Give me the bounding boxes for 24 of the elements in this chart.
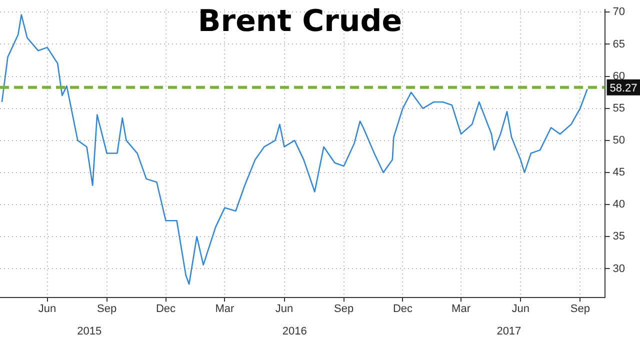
x-tick-label: Jun	[38, 303, 56, 316]
y-tick-label: 40	[612, 198, 626, 211]
y-tick-label: 70	[612, 6, 626, 18]
x-tick-label: Sep	[334, 303, 354, 316]
chart-title: Brent Crude	[196, 4, 404, 39]
x-tick-label: Dec	[392, 303, 414, 316]
x-tick-label: Sep	[97, 303, 117, 316]
x2-tick-label: 2016	[282, 325, 307, 338]
y-tick-label: 60	[612, 70, 626, 82]
y-tick-label: 50	[612, 134, 626, 146]
x-tick-label: Jun	[512, 303, 530, 316]
y-tick-label: 65	[612, 38, 626, 50]
y-tick-label: 35	[612, 230, 626, 243]
x-tick-label: Mar	[215, 303, 234, 316]
x-tick-label: Dec	[156, 303, 176, 316]
y-tick-label: 55	[612, 102, 626, 114]
y-tick-label: 45	[612, 166, 626, 179]
x2-tick-label: 2015	[77, 325, 102, 338]
y-tick-label: 30	[612, 262, 626, 275]
x-tick-label: Sep	[570, 303, 590, 316]
ref-line-label: 58.27	[610, 82, 638, 94]
x-tick-label: Jun	[275, 303, 294, 316]
x2-tick-label: 2017	[496, 325, 522, 338]
x-tick-label: Mar	[452, 303, 471, 316]
